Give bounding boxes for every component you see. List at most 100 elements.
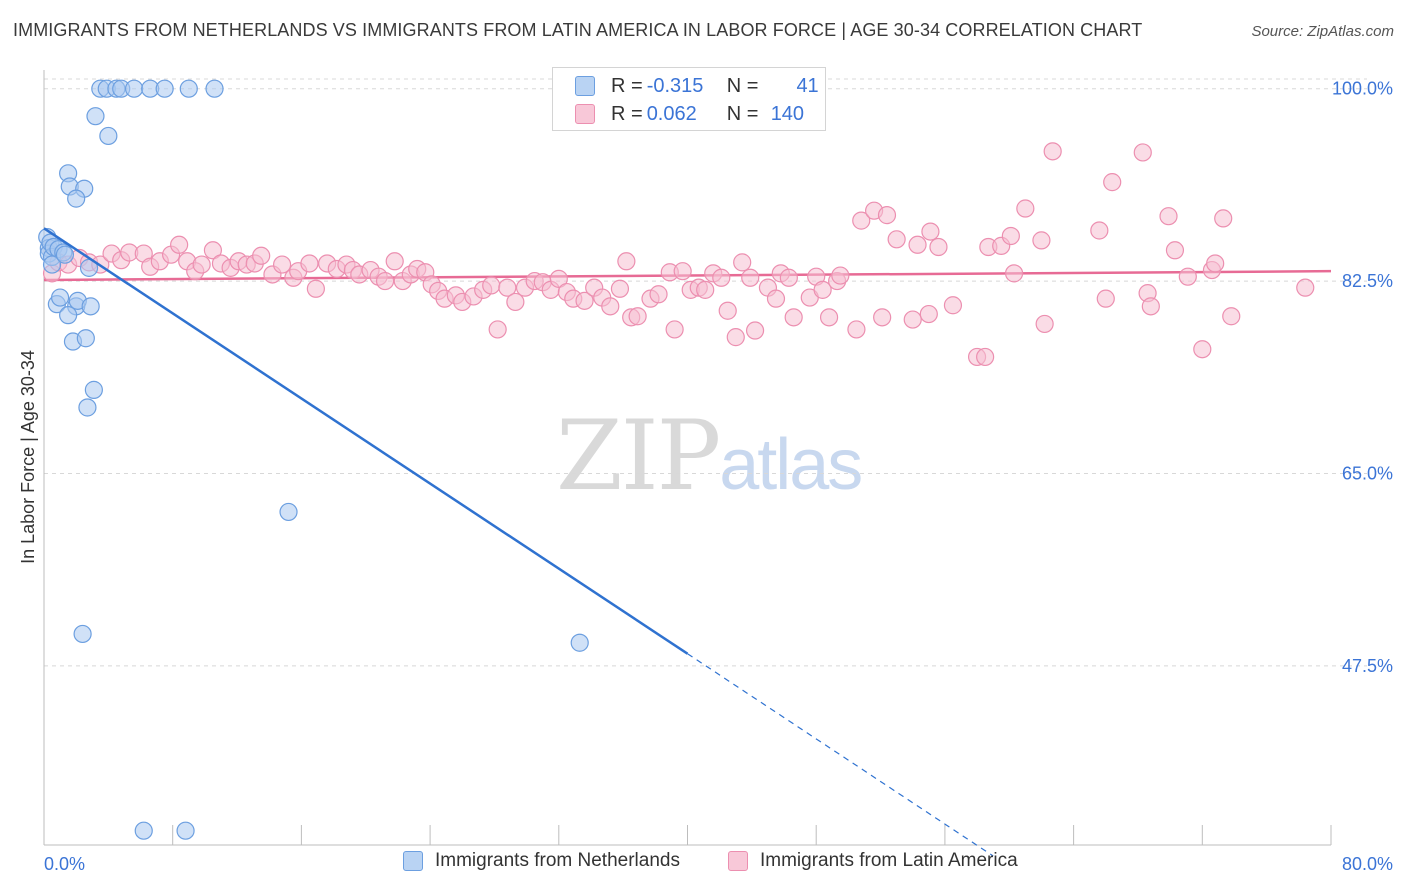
data-point (205, 79, 224, 98)
data-point (575, 291, 594, 310)
data-point (78, 398, 97, 417)
legend-swatch-latin-america (575, 104, 595, 124)
data-point (50, 288, 70, 307)
data-point (1193, 340, 1212, 359)
data-point (1222, 307, 1241, 326)
x-tick-label: 80.0% (1342, 854, 1393, 874)
data-point (745, 321, 765, 340)
data-point (1016, 199, 1035, 218)
data-point (1214, 209, 1233, 228)
data-point (1090, 221, 1109, 240)
data-point (766, 289, 786, 308)
data-point (617, 252, 636, 271)
series-latin-america (42, 142, 1315, 367)
data-point (86, 107, 105, 126)
data-point (203, 241, 223, 260)
data-point (252, 246, 271, 265)
data-point (1103, 173, 1122, 192)
data-point (665, 320, 684, 339)
bottom-legend-swatch-netherlands (403, 851, 423, 871)
legend-r-value: -0.315 (646, 74, 704, 97)
data-point (375, 271, 395, 291)
data-point (943, 296, 963, 315)
data-point (779, 268, 798, 287)
data-point (718, 301, 737, 320)
data-point (192, 255, 211, 274)
data-point (176, 821, 195, 840)
data-point (921, 222, 940, 241)
data-point (831, 266, 850, 285)
data-point (741, 268, 760, 287)
data-point (549, 269, 568, 288)
data-point (819, 308, 839, 327)
source-credit: Source: ZipAtlas.com (1251, 23, 1394, 40)
data-point (847, 320, 866, 339)
data-point (887, 230, 906, 249)
data-point (1206, 254, 1225, 273)
x-tick-label: 0.0% (44, 854, 85, 874)
bottom-legend-netherlands: Immigrants from Netherlands (403, 850, 680, 872)
series-netherlands (38, 79, 589, 840)
data-point (124, 79, 144, 98)
legend-swatch-netherlands (575, 76, 595, 96)
watermark-atlas: atlas (719, 425, 863, 505)
data-point (570, 633, 589, 652)
data-point (306, 279, 325, 298)
data-point (696, 280, 715, 299)
data-point (1159, 207, 1178, 226)
data-point (1296, 278, 1315, 297)
data-point (610, 279, 630, 298)
data-point (1035, 314, 1054, 334)
data-point (99, 126, 118, 146)
trendline-solid (43, 227, 689, 655)
axis-labels: 47.5% 65.0% 82.5% 100.0% 0.0% 80.0% In Labor F… (18, 79, 1393, 874)
data-point (155, 79, 174, 98)
legend-r-value: 0.062 (646, 102, 697, 125)
grid-lines (44, 78, 1367, 667)
legend-n-value: 41 (796, 74, 819, 97)
data-point (73, 624, 92, 644)
data-point (873, 308, 892, 327)
data-point (482, 276, 501, 295)
data-point (1001, 226, 1020, 246)
data-point (908, 235, 927, 254)
legend-r-label: R = (611, 74, 643, 97)
data-point (601, 297, 620, 316)
data-point (42, 255, 62, 274)
legend-row-netherlands: R = -0.315 N = 41 (575, 73, 819, 99)
data-point (1165, 241, 1185, 260)
data-point (84, 380, 103, 399)
trendline-netherlands (43, 227, 994, 857)
data-point (813, 280, 832, 299)
bottom-legend-label-latin-america: Immigrants from Latin America (760, 850, 1018, 871)
bottom-legend-latin-america: Immigrants from Latin America (728, 850, 1018, 872)
data-point (272, 255, 292, 274)
data-point (976, 347, 995, 367)
data-point (134, 821, 153, 840)
data-point (726, 328, 745, 347)
data-point (1133, 143, 1152, 162)
data-point (784, 308, 803, 327)
data-point (300, 254, 319, 273)
data-point (733, 253, 752, 272)
axes (43, 70, 1332, 846)
data-point (649, 285, 668, 304)
data-point (170, 235, 189, 254)
data-point (55, 245, 75, 264)
watermark: ZIPatlas (556, 400, 863, 512)
y-axis-label: In Labor Force | Age 30-34 (18, 350, 38, 564)
legend-n-label: N = (726, 74, 759, 97)
data-point (712, 268, 731, 287)
data-point (1178, 267, 1197, 286)
data-point (506, 292, 525, 312)
watermark-zip: ZIP (556, 400, 721, 512)
legend-n-label: N = (726, 102, 759, 125)
data-point (919, 304, 938, 324)
data-point (1141, 297, 1160, 316)
data-point (1032, 231, 1051, 250)
legend-r-label: R = (611, 102, 643, 125)
y-tick-label: 47.5% (1342, 656, 1393, 676)
data-point (498, 278, 517, 297)
data-point (488, 320, 507, 339)
